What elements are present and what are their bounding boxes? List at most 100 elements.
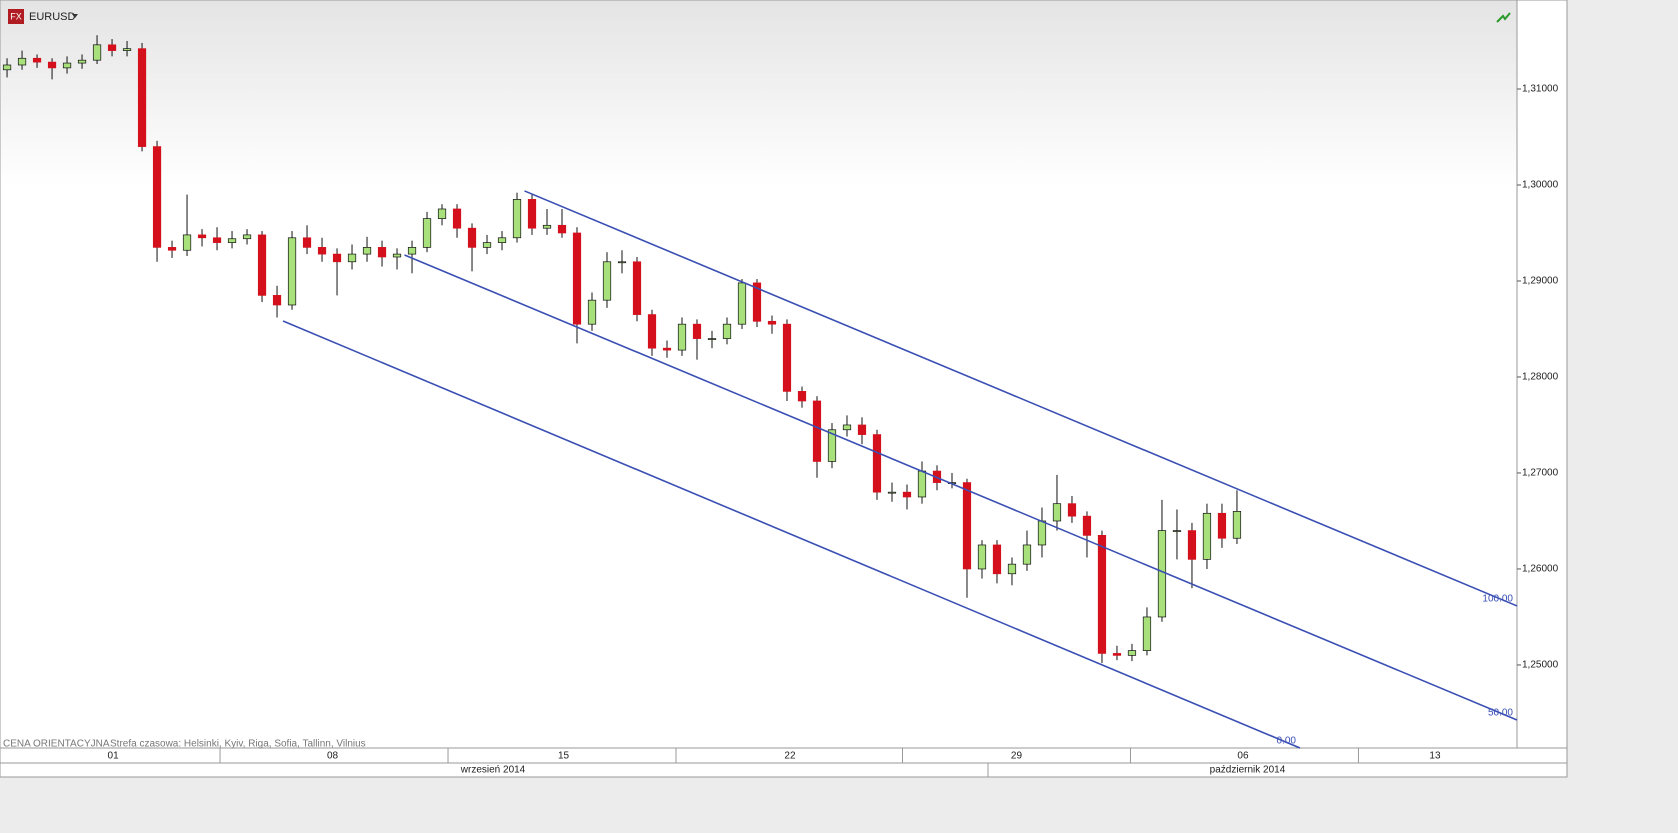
- candle-body: [332, 253, 342, 263]
- candle-body: [317, 247, 327, 255]
- y-tick-label: 1,29000: [1522, 276, 1559, 287]
- candle-body: [1172, 530, 1182, 532]
- candle-body: [782, 323, 792, 392]
- candle-body: [677, 323, 687, 351]
- month-label: październik 2014: [1210, 765, 1286, 776]
- candle-body: [512, 199, 522, 239]
- candle-body: [1217, 512, 1227, 539]
- candle-body: [347, 253, 357, 263]
- candle-body: [77, 59, 87, 64]
- candle-body: [197, 234, 207, 239]
- candle-body: [1037, 520, 1047, 546]
- candle-body: [272, 295, 282, 306]
- candle-body: [1022, 544, 1032, 565]
- candle-body: [557, 224, 567, 234]
- candle-body: [632, 261, 642, 315]
- y-tick-label: 1,27000: [1522, 468, 1559, 479]
- candle-body: [497, 237, 507, 243]
- candle-body: [302, 237, 312, 248]
- candle-body: [722, 323, 732, 339]
- candle-body: [407, 247, 417, 255]
- fx-icon-text: FX: [10, 11, 22, 21]
- x-tick-label: 06: [1237, 751, 1249, 762]
- y-tick-label: 1,25000: [1522, 660, 1559, 671]
- candle-body: [437, 208, 447, 219]
- x-tick-label: 08: [327, 751, 339, 762]
- candle-body: [1052, 503, 1062, 522]
- candle-body: [482, 242, 492, 248]
- candle-body: [572, 232, 582, 325]
- candle-body: [1142, 616, 1152, 651]
- candle-body: [827, 429, 837, 462]
- y-tick-label: 1,26000: [1522, 564, 1559, 575]
- candle-body: [2, 64, 12, 71]
- candle-body: [752, 282, 762, 322]
- candle-body: [32, 57, 42, 63]
- candle-body: [467, 227, 477, 248]
- channel-line: [524, 190, 1518, 607]
- y-tick-label: 1,28000: [1522, 372, 1559, 383]
- y-tick-label: 1,30000: [1522, 180, 1559, 191]
- candle-body: [662, 347, 672, 351]
- candle-body: [917, 470, 927, 498]
- candle-body: [587, 299, 597, 325]
- candle-body: [1232, 511, 1242, 539]
- plot-area: [0, 0, 1518, 749]
- candle-body: [977, 544, 987, 570]
- candle-body: [137, 48, 147, 147]
- candle-body: [47, 61, 57, 69]
- candle-body: [527, 199, 537, 229]
- candle-body: [107, 44, 117, 51]
- candle-body: [62, 62, 72, 69]
- channel-line: [404, 254, 1518, 721]
- x-tick-label: 01: [108, 751, 120, 762]
- candle-body: [1097, 535, 1107, 654]
- candle-body: [452, 208, 462, 229]
- candle-body: [257, 234, 267, 296]
- candle-body: [92, 44, 102, 61]
- symbol[interactable]: EURUSD: [29, 11, 76, 23]
- price-axis: [1516, 0, 1568, 749]
- x-tick-label: 15: [558, 751, 570, 762]
- candle-body: [422, 218, 432, 248]
- fx-icon: [8, 9, 24, 24]
- candle-body: [767, 320, 777, 325]
- timezone: Strefa czasowa: Helsinki, Kyiv, Riga, So…: [110, 739, 366, 750]
- candle-body: [707, 338, 717, 340]
- channel-label: 50.00: [1488, 708, 1513, 719]
- candle-body: [152, 146, 162, 248]
- candle-body: [647, 314, 657, 349]
- candle-body: [392, 253, 402, 258]
- candle-body: [962, 482, 972, 570]
- trend-icon[interactable]: [1496, 12, 1511, 23]
- candle-body: [737, 282, 747, 325]
- x-tick-label: 13: [1429, 751, 1441, 762]
- candle-body: [992, 544, 1002, 575]
- candle-body: [1202, 512, 1212, 560]
- candle-body: [242, 234, 252, 240]
- candle-body: [182, 234, 192, 251]
- candle-body: [212, 237, 222, 243]
- candle-body: [842, 424, 852, 431]
- candle-body: [1127, 650, 1137, 656]
- candle-body: [857, 424, 867, 435]
- candle-body: [227, 238, 237, 243]
- candle-body: [1157, 530, 1167, 618]
- candle-body: [122, 48, 132, 51]
- candle-body: [692, 323, 702, 339]
- candle-body: [167, 247, 177, 251]
- candle-body: [872, 434, 882, 493]
- candle-body: [1187, 530, 1197, 560]
- candle-body: [1067, 503, 1077, 517]
- candle-body: [1007, 563, 1017, 575]
- symbol-dropdown[interactable]: [72, 14, 78, 18]
- candle-body: [1112, 653, 1122, 656]
- month-label: wrzesień 2014: [460, 765, 526, 776]
- channel-label: 100.00: [1482, 594, 1513, 605]
- candle-body: [617, 261, 627, 264]
- x-tick-label: 22: [784, 751, 796, 762]
- candle-body: [797, 391, 807, 402]
- candle-body: [377, 247, 387, 258]
